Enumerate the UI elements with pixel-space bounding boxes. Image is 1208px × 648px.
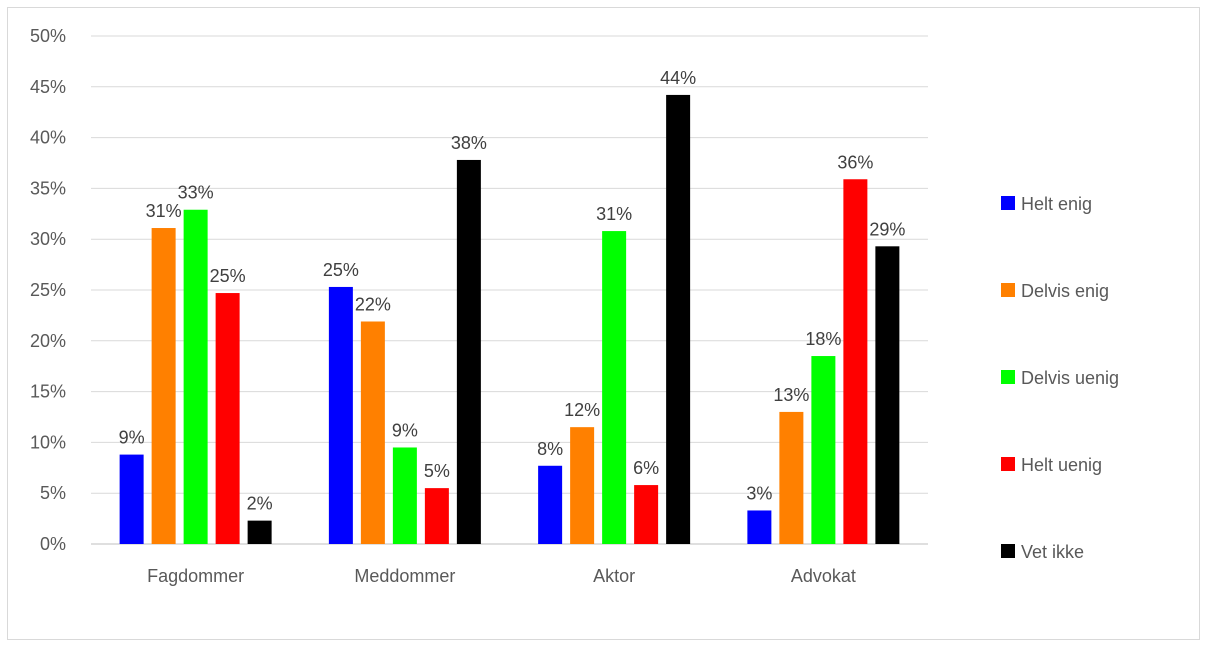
x-tick-label: Meddommer xyxy=(354,566,455,586)
data-label: 6% xyxy=(633,458,659,478)
legend-entry: Delvis enig xyxy=(1021,281,1109,301)
legend-swatch xyxy=(1001,457,1015,471)
data-label: 25% xyxy=(210,266,246,286)
data-label: 22% xyxy=(355,294,391,314)
bar-1-3 xyxy=(779,411,804,544)
legend-swatch xyxy=(1001,283,1015,297)
data-label: 31% xyxy=(596,204,632,224)
data-label: 36% xyxy=(837,152,873,172)
y-tick-label: 30% xyxy=(30,229,66,249)
y-tick-label: 20% xyxy=(30,331,66,351)
data-label: 5% xyxy=(424,461,450,481)
y-tick-label: 45% xyxy=(30,77,66,97)
data-label: 38% xyxy=(451,133,487,153)
bar-2-0 xyxy=(183,209,208,544)
data-label: 9% xyxy=(392,420,418,440)
bar-0-2 xyxy=(538,465,563,544)
data-label: 3% xyxy=(746,483,772,503)
x-tick-label: Aktor xyxy=(593,566,635,586)
x-tick-label: Fagdommer xyxy=(147,566,244,586)
y-tick-label: 40% xyxy=(30,128,66,148)
data-label: 29% xyxy=(869,219,905,239)
bar-2-2 xyxy=(602,231,627,544)
bar-1-0 xyxy=(151,228,176,545)
data-label: 9% xyxy=(119,428,145,448)
bar-0-3 xyxy=(747,510,772,544)
data-label: 8% xyxy=(537,439,563,459)
bar-1-1 xyxy=(360,321,385,544)
legend-entry: Delvis uenig xyxy=(1021,368,1119,388)
bar-1-2 xyxy=(570,427,595,544)
data-label: 44% xyxy=(660,68,696,88)
legend-entry: Helt uenig xyxy=(1021,455,1102,475)
y-tick-label: 5% xyxy=(40,483,66,503)
bar-0-0 xyxy=(119,454,144,544)
data-label: 31% xyxy=(146,201,182,221)
bar-0-1 xyxy=(328,286,353,544)
data-label: 25% xyxy=(323,260,359,280)
legend-swatch xyxy=(1001,196,1015,210)
legend-swatch xyxy=(1001,544,1015,558)
bar-2-3 xyxy=(811,356,836,544)
bar-3-2 xyxy=(634,485,659,544)
bar-3-0 xyxy=(215,293,240,544)
y-tick-label: 35% xyxy=(30,178,66,198)
y-tick-label: 15% xyxy=(30,382,66,402)
y-tick-label: 50% xyxy=(30,26,66,46)
data-label: 2% xyxy=(247,494,273,514)
bar-3-1 xyxy=(424,488,449,544)
data-label: 33% xyxy=(178,183,214,203)
x-tick-label: Advokat xyxy=(791,566,856,586)
data-label: 13% xyxy=(773,385,809,405)
y-tick-label: 25% xyxy=(30,280,66,300)
bar-4-0 xyxy=(247,520,272,544)
y-tick-label: 10% xyxy=(30,432,66,452)
data-label: 18% xyxy=(805,329,841,349)
y-tick-label: 0% xyxy=(40,534,66,554)
legend-entry: Helt enig xyxy=(1021,194,1092,214)
bar-2-1 xyxy=(392,447,417,544)
data-label: 12% xyxy=(564,400,600,420)
bar-4-2 xyxy=(666,94,691,544)
bar-3-3 xyxy=(843,179,868,545)
bar-4-1 xyxy=(456,159,481,544)
legend-entry: Vet ikke xyxy=(1021,542,1084,562)
legend-swatch xyxy=(1001,370,1015,384)
bar-4-3 xyxy=(875,246,900,544)
